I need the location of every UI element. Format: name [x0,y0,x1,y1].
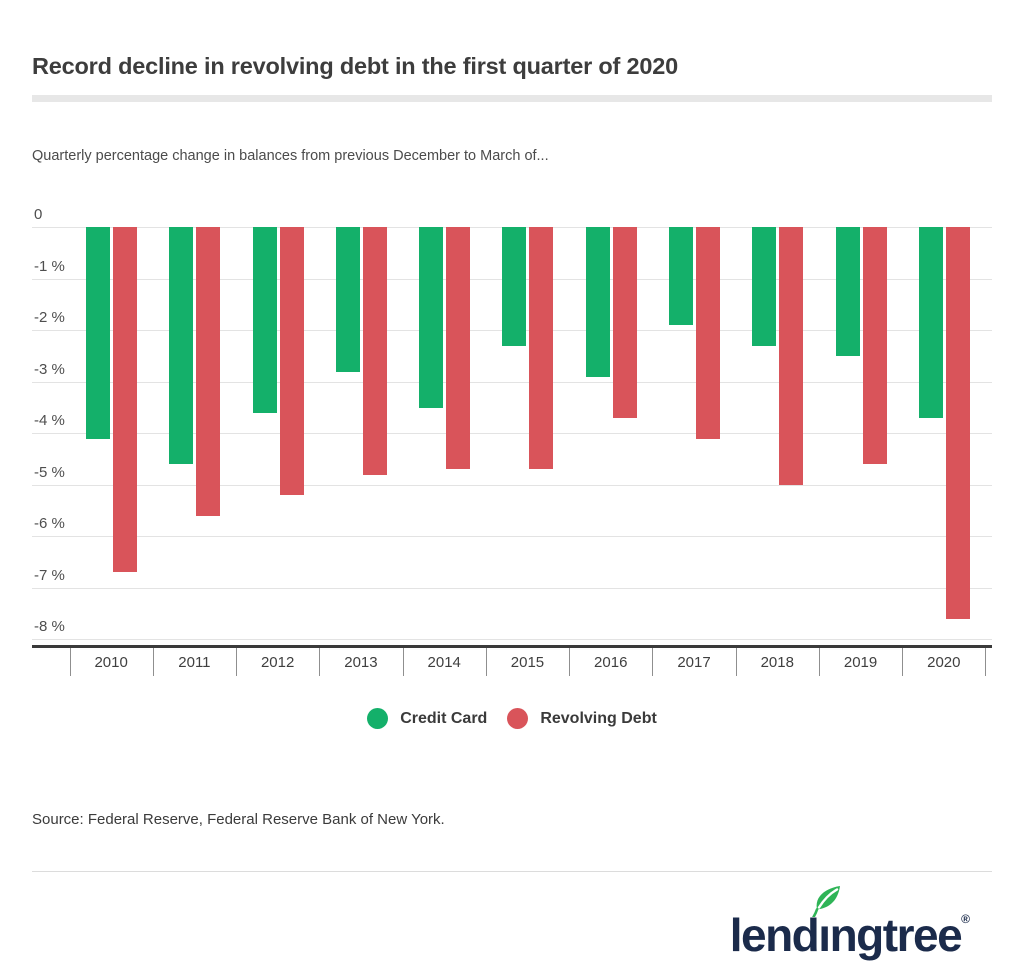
page-title: Record decline in revolving debt in the … [32,53,678,79]
bar-group-2016 [570,227,653,639]
gridline [32,639,992,641]
y-axis-label: -1 % [34,257,65,275]
y-axis-label: -8 % [34,618,65,636]
bar-credit-card-2019 [835,227,860,357]
title-divider [32,95,992,103]
bar-credit-card-2015 [502,227,527,346]
x-axis-label-2020: 2020 [927,654,961,672]
x-axis-tick [319,648,321,677]
x-axis: 2010 2011 2012 2013 2014 2015 2016 2017 2018 2019… [32,645,992,677]
x-axis-tick [818,648,820,677]
bar-revolving-debt-2011 [196,227,221,516]
y-axis-label: -6 % [34,515,65,533]
bar-revolving-debt-2010 [113,227,138,573]
x-axis-tick [485,648,487,677]
bar-credit-card-2013 [335,227,360,372]
x-axis-tick [152,648,154,677]
legend-label-credit-card: Credit Card [400,709,488,727]
wordmark-part-i: ı [818,909,831,962]
x-axis-tick [735,648,737,677]
legend-item-revolving-debt: Revolving Debt [507,708,657,730]
chart-subtitle: Quarterly percentage change in balances … [32,148,549,165]
bar-revolving-debt-2014 [446,227,471,470]
x-axis-label-2016: 2016 [594,654,628,672]
revolving-debt-swatch-icon [507,708,529,730]
bar-revolving-debt-2020 [945,227,970,619]
y-axis-label: -5 % [34,463,65,481]
lendingtree-wordmark: lend ıngtree® [729,886,970,962]
bar-revolving-debt-2016 [612,227,637,418]
lendingtree-logo: lend ıngtree® [729,886,970,962]
x-axis-tick [902,648,904,677]
wordmark-part-lend: lend [729,909,820,962]
bar-revolving-debt-2015 [529,227,554,470]
gridline [32,536,992,538]
bar-group-2010 [70,227,153,639]
credit-card-swatch-icon [367,708,389,730]
y-axis-label: -4 % [34,412,65,430]
x-axis-label-2011: 2011 [178,654,211,672]
x-axis-label-2014: 2014 [427,654,461,672]
bars-container [32,227,992,639]
x-axis-label-2015: 2015 [510,654,545,672]
y-axis-label: -7 % [34,566,65,584]
bar-credit-card-2014 [419,227,444,408]
gridline [32,381,992,383]
bar-revolving-debt-2013 [362,227,387,475]
x-axis-tick [402,648,404,677]
x-axis-label-2018: 2018 [760,654,794,672]
x-axis-tick [985,648,987,677]
bar-credit-card-2018 [752,227,777,346]
bar-group-2013 [320,227,403,639]
bar-group-2020 [903,227,986,639]
bar-group-2018 [736,227,819,639]
source-note: Source: Federal Reserve, Federal Reserve… [32,811,445,829]
bar-revolving-debt-2017 [695,227,720,439]
x-axis-tick [569,648,571,677]
bar-credit-card-2016 [585,227,610,377]
x-axis-label-2010: 2010 [94,654,128,672]
bar-revolving-debt-2012 [279,227,304,496]
bar-group-2019 [819,227,902,639]
y-axis-label: -3 % [34,360,65,378]
bar-group-2017 [653,227,736,639]
bar-credit-card-2020 [918,227,943,418]
bar-credit-card-2012 [252,227,277,413]
gridline [32,433,992,435]
leaf-icon [812,886,841,918]
bar-credit-card-2010 [86,227,111,439]
legend: Credit Card Revolving Debt [32,708,992,730]
x-axis-tick [652,648,654,677]
bar-revolving-debt-2018 [779,227,804,485]
bar-group-2014 [403,227,486,639]
x-axis-tick [236,648,238,677]
gridline [32,484,992,486]
x-axis-label-2017: 2017 [677,654,711,672]
legend-label-revolving-debt: Revolving Debt [540,709,657,727]
x-axis-label-2012: 2012 [260,654,295,672]
x-axis-label-2013: 2013 [344,654,378,672]
gridline [32,587,992,589]
y-axis-label: 0 [34,206,43,224]
legend-item-credit-card: Credit Card [367,708,488,730]
y-axis-label: -2 % [34,309,65,327]
x-axis-label-2019: 2019 [843,654,878,672]
bar-credit-card-2017 [668,227,693,326]
plot-area: 0 -1 % -2 % -3 % -4 % -5 % -6 % -7 % -8 % [32,207,992,641]
bar-group-2011 [153,227,236,639]
bar-credit-card-2011 [169,227,194,465]
registered-mark: ® [961,912,970,927]
wordmark-part-ngtree: ngtree [829,909,963,962]
bar-group-2012 [237,227,320,639]
x-axis-tick [69,648,71,677]
bar-revolving-debt-2019 [862,227,887,465]
footer-divider [32,871,992,873]
bar-group-2015 [486,227,569,639]
